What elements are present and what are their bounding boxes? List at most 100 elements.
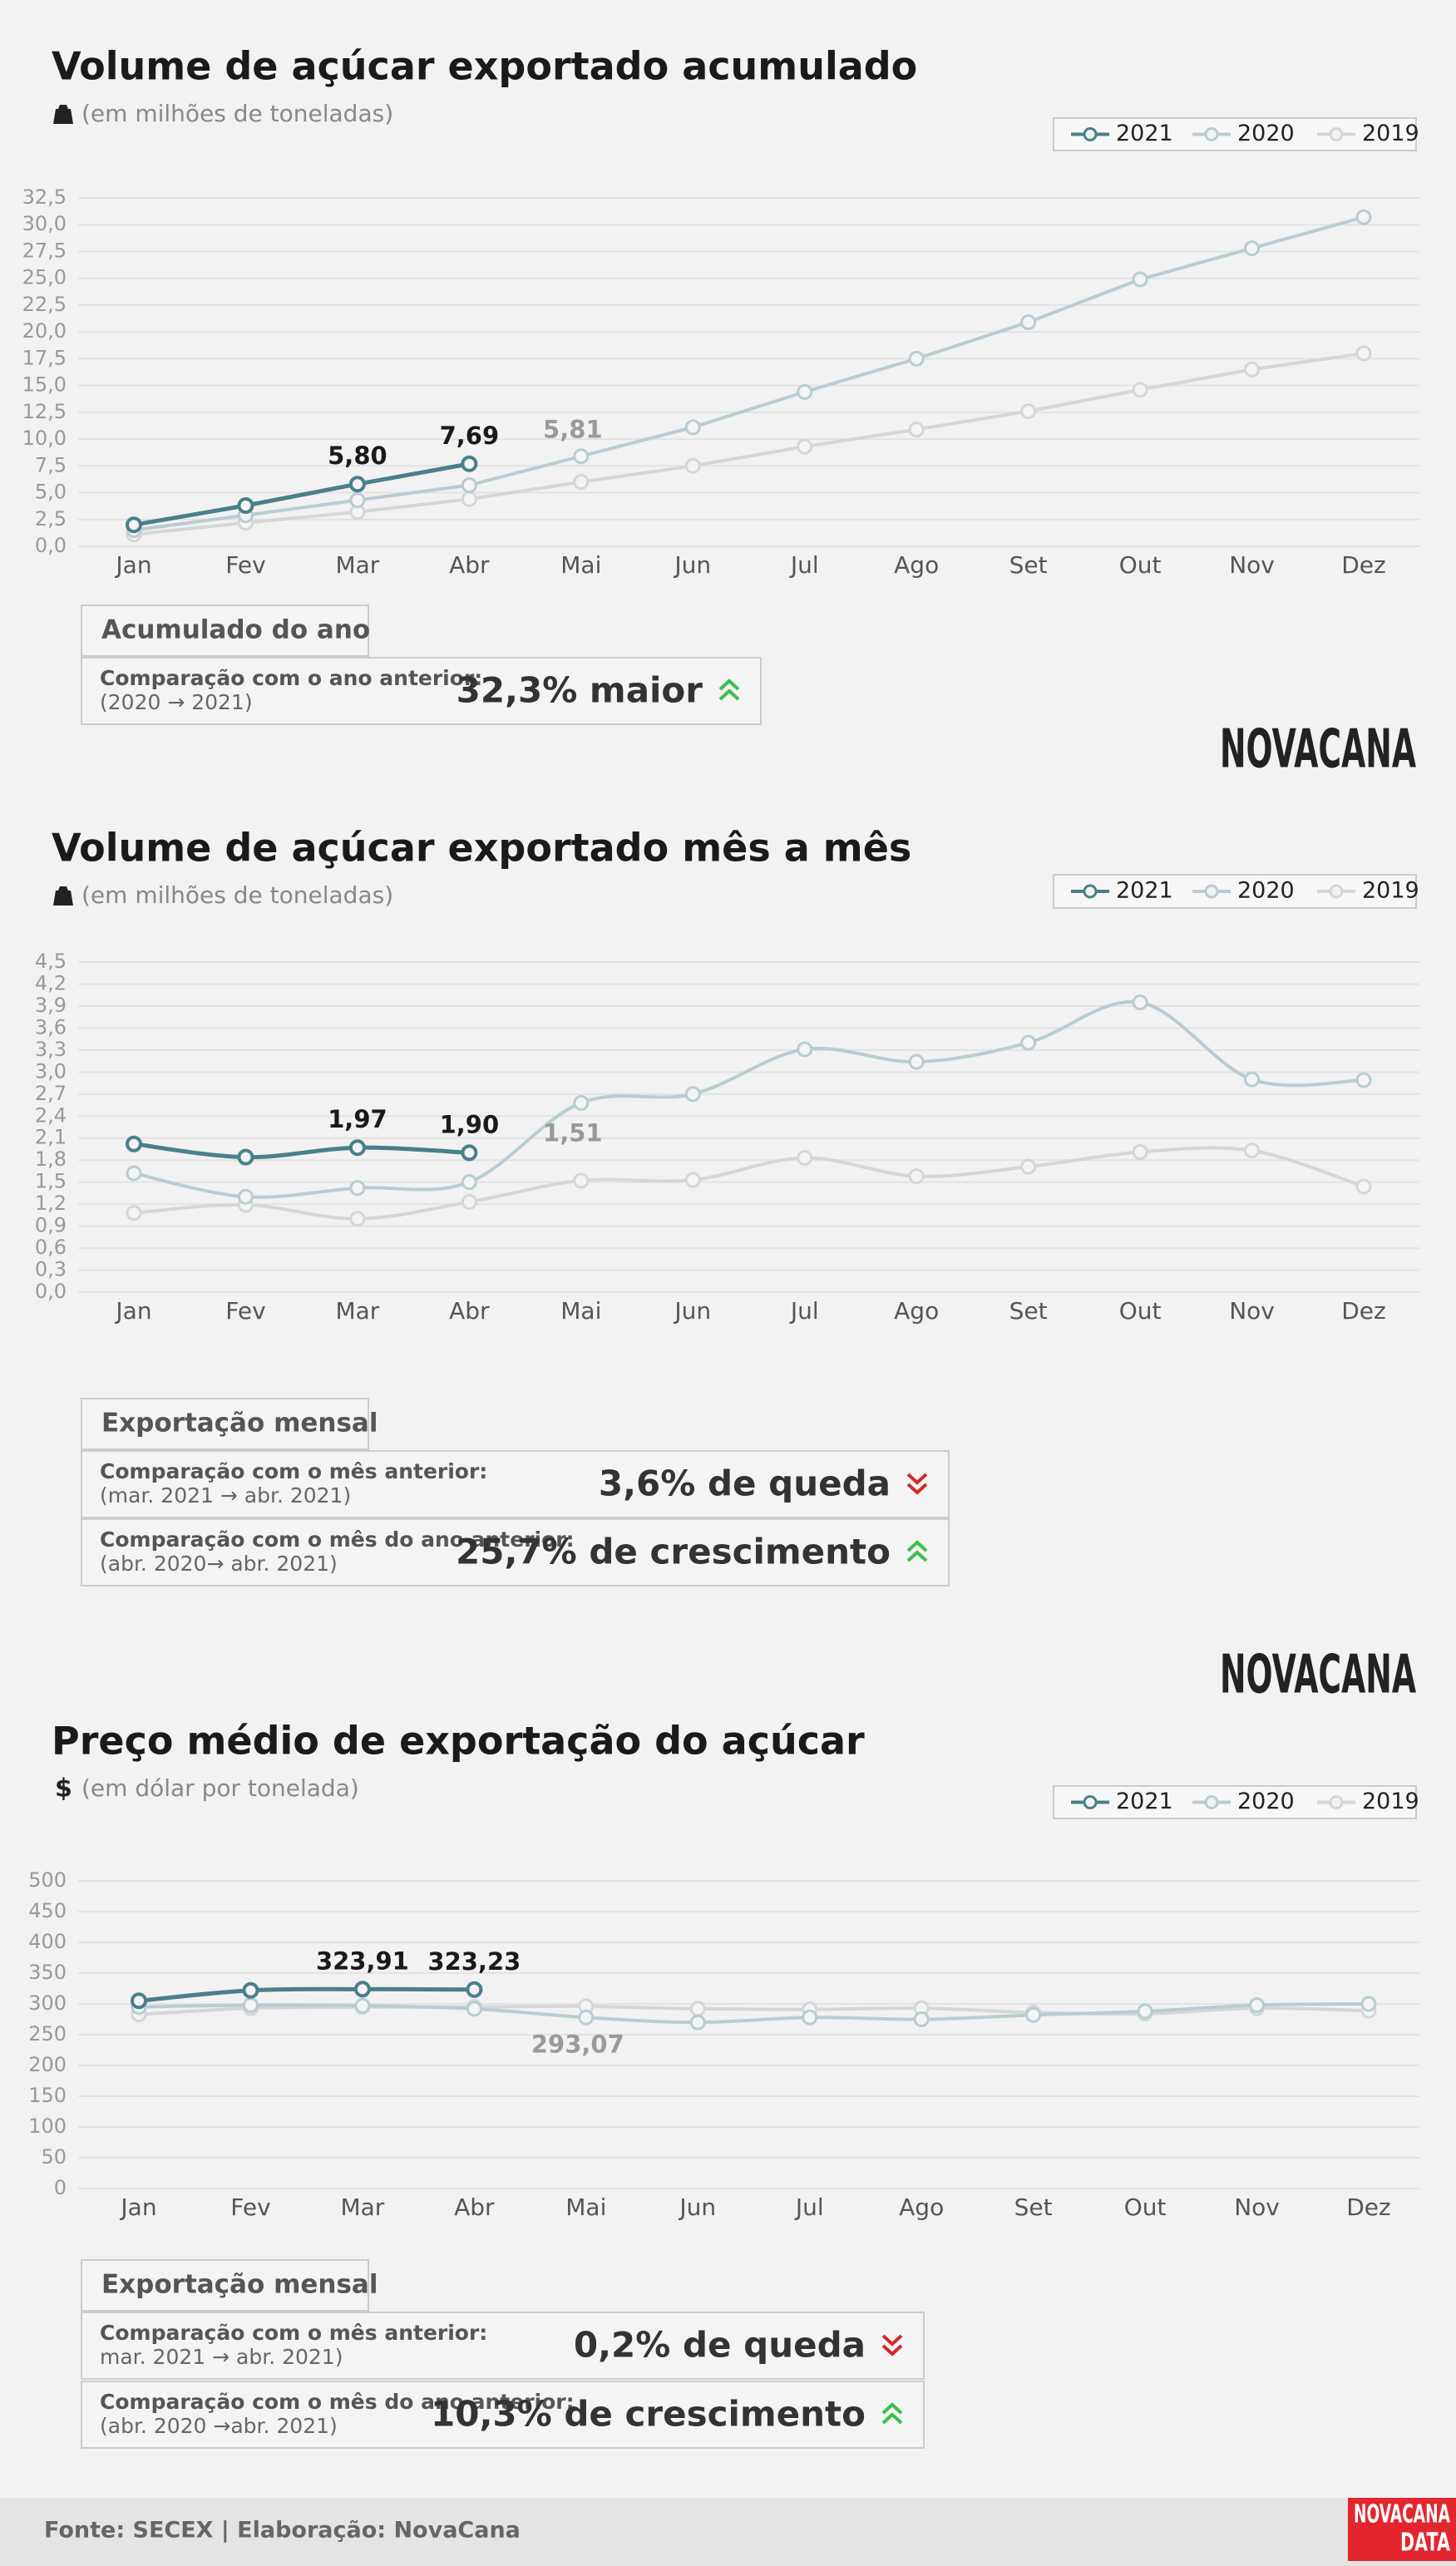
data-point	[1020, 314, 1037, 331]
x-tick-label: Abr	[454, 2193, 495, 2221]
trend-chevron	[718, 679, 740, 691]
x-tick-label: Mar	[335, 551, 379, 579]
y-tick-label: 2,5	[35, 507, 67, 530]
y-tick-label: 3,3	[35, 1038, 67, 1061]
chart-title: Volume de açúcar exportado acumulado	[52, 44, 917, 89]
y-tick-label: 5,0	[35, 481, 67, 504]
legend-marker	[1329, 884, 1344, 899]
y-tick-label: 250	[28, 2022, 67, 2045]
weight-icon	[53, 105, 73, 124]
x-tick-label: Out	[1124, 2193, 1167, 2221]
x-tick-label: Out	[1119, 1297, 1162, 1325]
data-label: 323,91	[316, 1947, 409, 1975]
x-tick-label: Mai	[565, 2193, 606, 2221]
chart-subtitle: (em milhões de toneladas)	[81, 100, 393, 127]
trend-chevron	[881, 2412, 903, 2425]
data-point	[126, 1165, 142, 1182]
y-tick-label: 22,5	[22, 293, 67, 316]
panel-tab	[81, 1398, 369, 1450]
row-sub: (2020 → 2021)	[100, 690, 253, 714]
y-tick-label: 2,4	[35, 1103, 67, 1127]
x-tick-label: Jun	[673, 1297, 711, 1325]
x-tick-label: Ago	[894, 551, 939, 579]
x-tick-label: Jul	[794, 2193, 824, 2221]
data-point	[1137, 2003, 1153, 2020]
trend-chevron	[718, 688, 740, 701]
data-point	[126, 1205, 142, 1221]
chart-subtitle: (em milhões de toneladas)	[81, 881, 393, 909]
x-tick-label: Fev	[225, 1297, 265, 1325]
data-point	[684, 1086, 701, 1103]
x-tick-label: Fev	[225, 551, 265, 579]
legend-label: 2019	[1362, 121, 1419, 146]
row-sub: (abr. 2020 →abr. 2021)	[100, 2414, 338, 2438]
data-point	[1020, 403, 1037, 420]
x-tick-label: Jan	[114, 1297, 151, 1325]
series-line	[133, 1142, 470, 1160]
x-tick-label: Mar	[335, 1297, 379, 1325]
row-value: 0,2% de queda	[574, 2325, 866, 2366]
annotation: 293,07	[531, 2030, 624, 2058]
y-tick-label: 4,2	[35, 971, 67, 994]
y-tick-label: 450	[28, 1899, 67, 1922]
row-value: 25,7% de crescimento	[456, 1532, 891, 1572]
data-point	[126, 1135, 142, 1152]
y-tick-label: 32,5	[22, 185, 67, 209]
data-point	[461, 1144, 478, 1162]
data-point	[1132, 994, 1148, 1011]
x-tick-label: Nov	[1234, 2193, 1280, 2221]
x-tick-label: Out	[1119, 551, 1162, 579]
series-line	[133, 351, 1365, 536]
x-tick-label: Fev	[230, 2193, 270, 2221]
x-tick-label: Set	[1009, 1297, 1048, 1325]
trend-chevron	[906, 1540, 928, 1552]
trend-chevron	[906, 1473, 928, 1485]
panel-row	[81, 657, 762, 725]
panel-tab	[81, 2259, 369, 2312]
legend-label: 2019	[1362, 1789, 1419, 1814]
data-point	[573, 1094, 590, 1111]
y-tick-label: 0,0	[35, 1280, 67, 1303]
x-tick-label: Dez	[1341, 1297, 1385, 1325]
data-point	[1132, 382, 1148, 398]
series-line	[133, 215, 1365, 532]
y-tick-label: 100	[28, 2114, 67, 2138]
row-label: Comparação com o mês do ano anterior:	[100, 2390, 575, 2414]
x-tick-label: Abr	[449, 551, 490, 579]
legend-box	[1053, 1785, 1417, 1819]
data-point	[1025, 2006, 1042, 2023]
legend-marker	[1083, 127, 1098, 141]
annotation: 5,81	[543, 416, 603, 444]
data-point	[689, 2014, 706, 2031]
y-tick-label: 17,5	[22, 346, 67, 369]
x-tick-label: Ago	[894, 1297, 939, 1325]
y-tick-label: 15,0	[22, 373, 67, 397]
legend-label: 2020	[1237, 121, 1295, 146]
x-tick-label: Jun	[678, 2193, 716, 2221]
legend-label: 2019	[1362, 878, 1419, 904]
data-point	[908, 350, 925, 367]
data-point	[573, 474, 590, 491]
brand-logo: NOVACANA	[1220, 719, 1416, 781]
y-tick-label: 30,0	[22, 212, 67, 235]
y-tick-label: 0	[54, 2176, 67, 2199]
row-label: Comparação com o mês anterior:	[100, 1459, 487, 1483]
data-point	[797, 1150, 813, 1167]
y-tick-label: 200	[28, 2053, 67, 2076]
data-point	[1244, 1142, 1261, 1159]
panel-row	[81, 1450, 950, 1518]
data-point	[1355, 1178, 1372, 1195]
series-line	[133, 461, 470, 527]
footer-badge	[1348, 2498, 1456, 2561]
data-point	[797, 383, 813, 400]
y-tick-label: 150	[28, 2084, 67, 2107]
data-point	[1020, 1034, 1037, 1051]
series-line	[138, 1986, 475, 2003]
data-point	[349, 1180, 366, 1197]
y-tick-label: 0,0	[35, 534, 67, 557]
data-point	[1020, 1158, 1037, 1175]
data-label: 1,97	[328, 1105, 387, 1133]
footer-band	[0, 2498, 1456, 2566]
data-point	[349, 492, 366, 509]
data-point	[461, 1193, 477, 1210]
